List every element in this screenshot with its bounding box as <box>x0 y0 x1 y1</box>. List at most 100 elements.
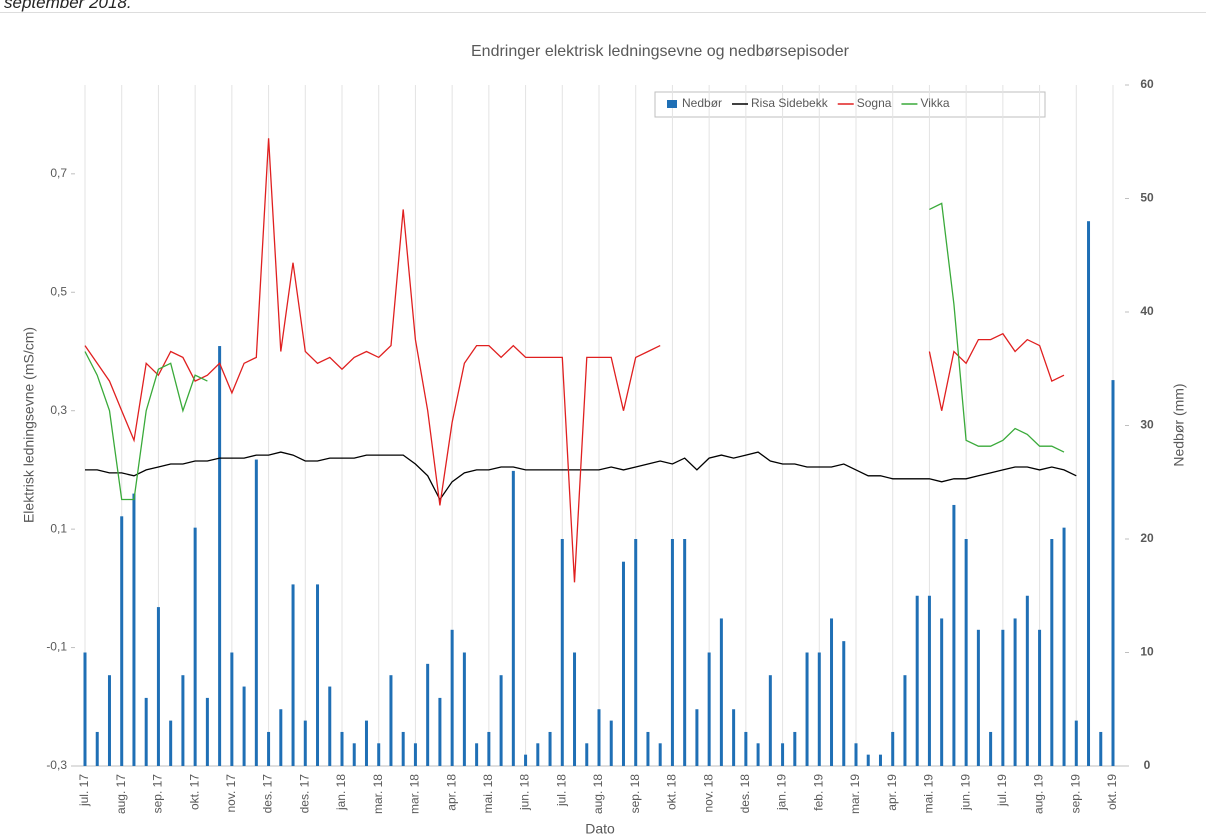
bar <box>940 618 944 766</box>
bar <box>781 743 785 766</box>
bar <box>205 697 209 766</box>
bar <box>499 675 503 766</box>
x-tick-label: des. 17 <box>261 774 275 814</box>
bar <box>805 652 809 766</box>
legend-label: Nedbør <box>682 96 722 110</box>
bar <box>193 527 197 766</box>
x-tick-label: nov. 18 <box>701 774 715 813</box>
bar <box>377 743 381 766</box>
bar <box>364 720 368 766</box>
bar <box>866 754 870 766</box>
bar <box>120 516 124 766</box>
bar <box>524 754 528 766</box>
bar <box>107 675 111 766</box>
bar <box>144 697 148 766</box>
x-tick-label: okt. 18 <box>665 774 679 810</box>
bar <box>95 731 99 766</box>
legend-label: Risa Sidebekk <box>751 96 829 110</box>
x-tick-label: mai. 19 <box>922 774 936 814</box>
bar <box>413 743 417 766</box>
x-tick-label: jul. 19 <box>995 774 1009 807</box>
bar <box>695 709 699 766</box>
y2-tick-label: 50 <box>1140 191 1154 205</box>
y-tick-label: 0,5 <box>50 284 67 298</box>
x-tick-label: feb. 19 <box>811 774 825 811</box>
x-tick-label: jun. 19 <box>958 774 972 811</box>
x-tick-label: jan. 18 <box>334 774 348 811</box>
divider <box>0 12 1206 13</box>
x-tick-label: mar. 18 <box>408 774 422 814</box>
bar <box>254 459 258 766</box>
bar <box>487 731 491 766</box>
bar <box>915 595 919 766</box>
y2-axis-title: Nedbør (mm) <box>1171 383 1187 466</box>
x-tick-label: mar. 18 <box>371 774 385 814</box>
bar <box>793 731 797 766</box>
caption-fragment: september 2018. <box>4 0 132 12</box>
bar <box>1062 527 1066 766</box>
bar <box>279 709 283 766</box>
bar <box>646 731 650 766</box>
bar <box>450 629 454 766</box>
bar <box>1099 731 1103 766</box>
bar <box>156 607 160 766</box>
bar <box>267 731 271 766</box>
series-line <box>84 138 661 583</box>
legend-label: Sogna <box>857 96 892 110</box>
bar <box>744 731 748 766</box>
y2-tick-label: 40 <box>1140 304 1154 318</box>
bar <box>707 652 711 766</box>
bar <box>964 539 968 766</box>
bar <box>683 539 687 766</box>
y-tick-label: -0,3 <box>46 758 67 772</box>
bar <box>181 675 185 766</box>
bar <box>732 709 736 766</box>
bar <box>585 743 589 766</box>
bar <box>670 539 674 766</box>
bar <box>891 731 895 766</box>
bar <box>621 561 625 766</box>
x-tick-label: okt. 19 <box>1105 774 1119 810</box>
bar <box>1038 629 1042 766</box>
series-line <box>84 351 208 501</box>
series-line <box>928 332 1065 411</box>
x-tick-label: jan. 19 <box>775 774 789 811</box>
y-axis-title: Elektrisk ledningsevne (mS/cm) <box>21 327 37 523</box>
bar <box>218 346 222 766</box>
y2-tick-label: 30 <box>1140 418 1154 432</box>
bar <box>438 697 442 766</box>
bar <box>658 743 662 766</box>
bar <box>1074 720 1078 766</box>
x-tick-label: apr. 18 <box>444 774 458 811</box>
y-tick-label: -0,1 <box>46 640 67 654</box>
y2-tick-label: 20 <box>1140 531 1154 545</box>
bar <box>1025 595 1029 766</box>
x-tick-label: des. 18 <box>738 774 752 814</box>
bar <box>475 743 479 766</box>
bar <box>316 584 320 766</box>
bar <box>83 652 87 766</box>
x-tick-label: aug. 18 <box>591 774 605 814</box>
bar <box>511 470 515 766</box>
bar <box>756 743 760 766</box>
x-tick-label: jun. 18 <box>518 774 532 811</box>
x-tick-label: apr. 19 <box>885 774 899 811</box>
bar <box>719 618 723 766</box>
bar <box>634 539 638 766</box>
legend-label: Vikka <box>920 96 949 110</box>
bar <box>132 493 136 766</box>
x-tick-label: des. 17 <box>297 774 311 814</box>
bar <box>303 720 307 766</box>
bar <box>989 731 993 766</box>
bar <box>462 652 466 766</box>
bar <box>426 663 430 766</box>
bar <box>1111 380 1115 766</box>
bar <box>976 629 980 766</box>
bar <box>291 584 295 766</box>
legend-swatch <box>667 100 677 108</box>
bar <box>230 652 234 766</box>
bar <box>352 743 356 766</box>
bar <box>952 504 956 766</box>
